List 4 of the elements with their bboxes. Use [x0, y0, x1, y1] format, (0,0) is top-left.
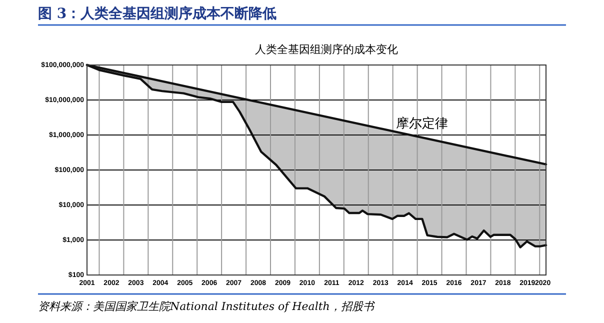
chart-subtitle: 人类全基因组测序的成本变化 — [255, 43, 398, 56]
series-label: 摩尔定律 — [396, 116, 448, 132]
text: 资料来源：美国国家卫生院National Institutes of Health，招股书 — [38, 300, 376, 313]
chart-title: 图 3：人类全基因组测序成本不断降低 — [38, 5, 277, 22]
